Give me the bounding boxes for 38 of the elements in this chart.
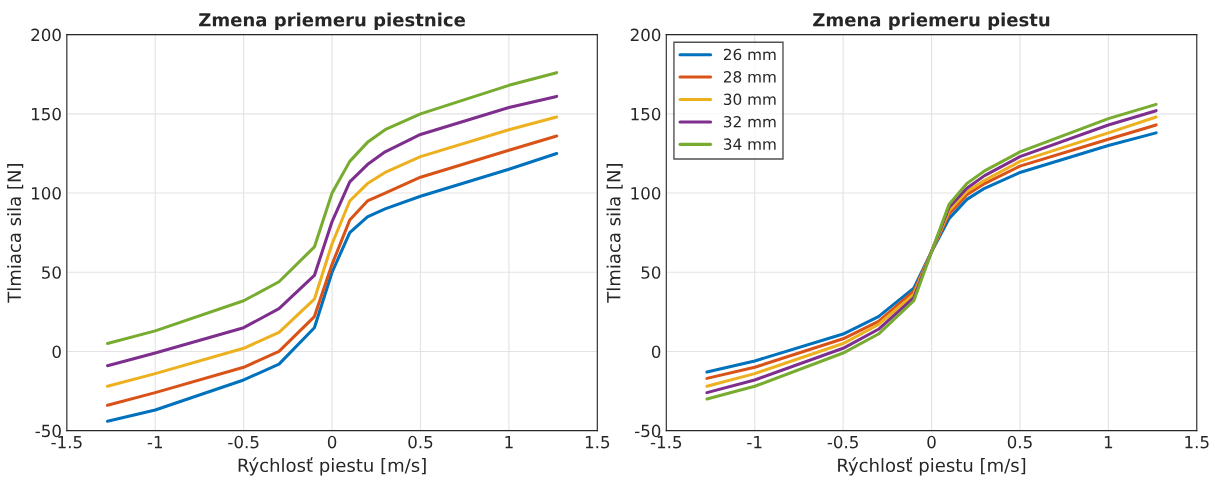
y-tick-label: -50 [635, 424, 661, 438]
chart-title: Zmena priemeru piestnice [199, 12, 465, 31]
x-tick-label: 1.5 [585, 436, 610, 449]
x-tick-label: -1 [147, 436, 163, 449]
x-axis-title: Rýchlosť piestu [m/s] [838, 457, 1026, 476]
y-tick-label: -50 [35, 424, 61, 438]
legend-label: 26 mm [723, 48, 776, 61]
x-tick-label: -1.5 [51, 436, 82, 449]
legend-label: 32 mm [723, 115, 776, 128]
y-tick-label: 200 [630, 28, 661, 42]
x-tick-label: 0 [927, 435, 936, 449]
y-tick-label: 100 [31, 187, 61, 200]
y-tick-label: 0 [651, 345, 661, 359]
line-series [105, 71, 559, 346]
y-tick-label: 100 [631, 187, 661, 200]
x-tick-label: -1 [747, 436, 762, 449]
x-tick-label: -0.5 [827, 435, 858, 449]
x-tick-label: 1.5 [1185, 436, 1209, 449]
legend-label: 34 mm [723, 138, 776, 150]
x-tick-label: 0.5 [1007, 435, 1032, 449]
chart-title: Zmena priemeru piestu [813, 12, 1050, 31]
y-tick-label: 150 [631, 107, 661, 121]
y-tick-label: 50 [641, 266, 661, 279]
legend-label: 28 mm [723, 71, 776, 83]
x-tick-label: 1 [1104, 436, 1113, 449]
x-tick-label: 1 [505, 436, 513, 449]
y-axis-title: Tlmiaca sila [N] [606, 164, 623, 303]
y-tick-label: 150 [31, 107, 61, 121]
y-tick-label: 50 [42, 266, 61, 279]
y-tick-label: 0 [52, 345, 61, 359]
x-tick-label: -0.5 [228, 435, 259, 449]
legend-label: 30 mm [723, 93, 776, 106]
x-tick-label: -1.5 [650, 436, 682, 449]
y-tick-label: 200 [31, 28, 61, 42]
x-tick-label: 0 [327, 435, 337, 449]
y-axis-title: Tlmiaca sila [N] [7, 164, 24, 303]
x-tick-label: 0.5 [408, 435, 433, 449]
x-axis-title: Rýchlosť piestu [m/s] [238, 457, 426, 476]
